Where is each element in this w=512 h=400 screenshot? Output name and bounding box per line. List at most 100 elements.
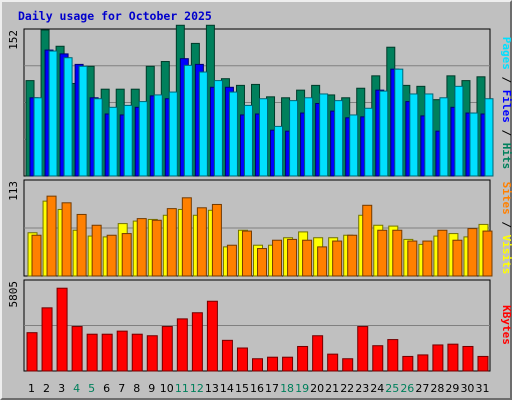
max-label: 113 xyxy=(7,181,20,201)
bar-kbytes-day-20 xyxy=(312,335,324,372)
bar-pages-day-16 xyxy=(259,98,268,177)
panel-visits-sites: 113 Sites / Visits xyxy=(7,179,512,277)
x-tick-label-day-29: 29 xyxy=(445,382,459,395)
bar-sites-day-10 xyxy=(166,208,177,277)
bar-pages-day-3 xyxy=(63,57,73,177)
bar-sites-day-20 xyxy=(317,246,328,277)
bar-pages-day-22 xyxy=(349,114,359,177)
max-label: 5805 xyxy=(7,281,20,308)
bar-pages-day-31 xyxy=(484,98,494,177)
x-tick-label-day-17: 17 xyxy=(265,382,279,395)
x-tick-label-day-4: 4 xyxy=(73,382,80,395)
bar-kbytes-day-26 xyxy=(402,355,414,372)
bar-kbytes-day-28 xyxy=(432,344,444,372)
bar-sites-day-9 xyxy=(151,219,162,277)
bar-kbytes-day-10 xyxy=(161,326,173,372)
x-tick-label-day-31: 31 xyxy=(475,382,489,395)
bar-pages-day-18 xyxy=(289,100,299,177)
bar-sites-day-11 xyxy=(181,197,192,277)
x-tick-label-day-11: 11 xyxy=(175,382,189,395)
bar-pages-day-1 xyxy=(33,97,43,177)
x-tick-label-day-5: 5 xyxy=(88,382,95,395)
bar-sites-day-1 xyxy=(31,234,42,277)
bar-kbytes-day-13 xyxy=(206,300,218,372)
bar-sites-day-12 xyxy=(196,207,207,277)
x-tick-label-day-9: 9 xyxy=(148,382,155,395)
bar-pages-day-28 xyxy=(439,97,449,177)
bar-sites-day-24 xyxy=(377,229,388,277)
legend-files: Files xyxy=(500,90,512,123)
legend: Pages / Files / Hits xyxy=(500,37,512,170)
bar-sites-day-5 xyxy=(91,224,102,277)
bar-pages-day-29 xyxy=(454,85,464,177)
bar-sites-day-4 xyxy=(76,213,87,277)
bar-kbytes-day-22 xyxy=(342,358,354,372)
bar-pages-day-12 xyxy=(198,71,208,177)
panel-kbytes: 5805 KBytes xyxy=(7,279,512,372)
bar-pages-day-25 xyxy=(394,68,404,177)
x-tick-label-day-7: 7 xyxy=(118,382,125,395)
legend-separator: / xyxy=(500,123,512,143)
bar-kbytes-day-17 xyxy=(267,356,279,372)
panel-hits-files-pages: 152 Pages / Files / Hits xyxy=(7,24,512,177)
bar-sites-day-27 xyxy=(422,240,433,277)
bar-sites-day-6 xyxy=(106,234,117,277)
bar-kbytes-day-23 xyxy=(357,326,369,372)
bar-kbytes-day-1 xyxy=(26,332,38,372)
max-label: 152 xyxy=(7,30,20,50)
legend-pages: Pages xyxy=(500,37,512,70)
bar-kbytes-day-16 xyxy=(252,358,263,372)
bar-sites-day-13 xyxy=(211,203,222,277)
bar-sites-day-19 xyxy=(302,239,313,277)
bar-kbytes-day-29 xyxy=(447,343,459,372)
legend-separator: / xyxy=(500,70,512,90)
bar-sites-day-30 xyxy=(467,228,478,277)
bar-kbytes-day-14 xyxy=(221,339,233,372)
x-tick-label-day-21: 21 xyxy=(325,382,339,395)
x-tick-label-day-16: 16 xyxy=(250,382,264,395)
bar-kbytes-day-9 xyxy=(146,335,158,372)
bar-kbytes-day-21 xyxy=(327,353,339,372)
legend-visits: Visits xyxy=(500,235,512,275)
bar-kbytes-day-4 xyxy=(71,326,83,372)
bar-kbytes-day-27 xyxy=(417,354,429,372)
bar-sites-day-18 xyxy=(287,238,298,277)
legend: Sites / Visits xyxy=(500,182,512,275)
x-tick-label-day-15: 15 xyxy=(235,382,249,395)
x-tick-label-day-19: 19 xyxy=(295,382,309,395)
bar-sites-day-17 xyxy=(272,239,283,277)
bar-pages-day-19 xyxy=(304,97,314,177)
x-tick-label-day-10: 10 xyxy=(160,382,174,395)
bar-sites-day-23 xyxy=(362,204,373,277)
x-tick-label-day-2: 2 xyxy=(43,382,50,395)
x-tick-label-day-13: 13 xyxy=(205,382,219,395)
x-tick-label-day-22: 22 xyxy=(340,382,354,395)
bar-pages-day-24 xyxy=(379,90,389,177)
bar-sites-day-21 xyxy=(332,240,343,277)
legend-sites: Sites xyxy=(500,182,512,215)
bar-pages-day-14 xyxy=(228,91,238,177)
series-kbytes xyxy=(26,287,489,372)
bar-sites-day-25 xyxy=(392,229,403,277)
bar-sites-day-15 xyxy=(241,230,252,277)
chart-title: Daily usage for October 2025 xyxy=(18,9,212,23)
bar-sites-day-26 xyxy=(407,240,418,277)
bar-pages-day-30 xyxy=(469,112,479,177)
bar-pages-day-15 xyxy=(243,104,253,177)
bar-pages-day-10 xyxy=(168,91,178,177)
bar-pages-day-23 xyxy=(364,107,374,177)
bar-kbytes-day-30 xyxy=(462,345,474,372)
x-axis-labels: 1 2 3 4 5 6 7 8 9 10 11 12 13 14 15 16 17 18 19 20 21 22 23 24 2… xyxy=(28,382,489,395)
bar-sites-day-16 xyxy=(257,248,267,277)
bar-pages-day-5 xyxy=(93,98,103,177)
x-tick-label-day-23: 23 xyxy=(355,382,369,395)
bar-kbytes-day-15 xyxy=(236,347,248,372)
bar-kbytes-day-7 xyxy=(116,330,128,372)
bar-kbytes-day-5 xyxy=(86,333,98,372)
bar-sites-day-29 xyxy=(452,239,463,277)
series-pages xyxy=(33,50,494,177)
bar-pages-day-9 xyxy=(153,94,163,177)
bar-pages-day-26 xyxy=(409,93,419,177)
bar-sites-day-14 xyxy=(226,244,237,277)
